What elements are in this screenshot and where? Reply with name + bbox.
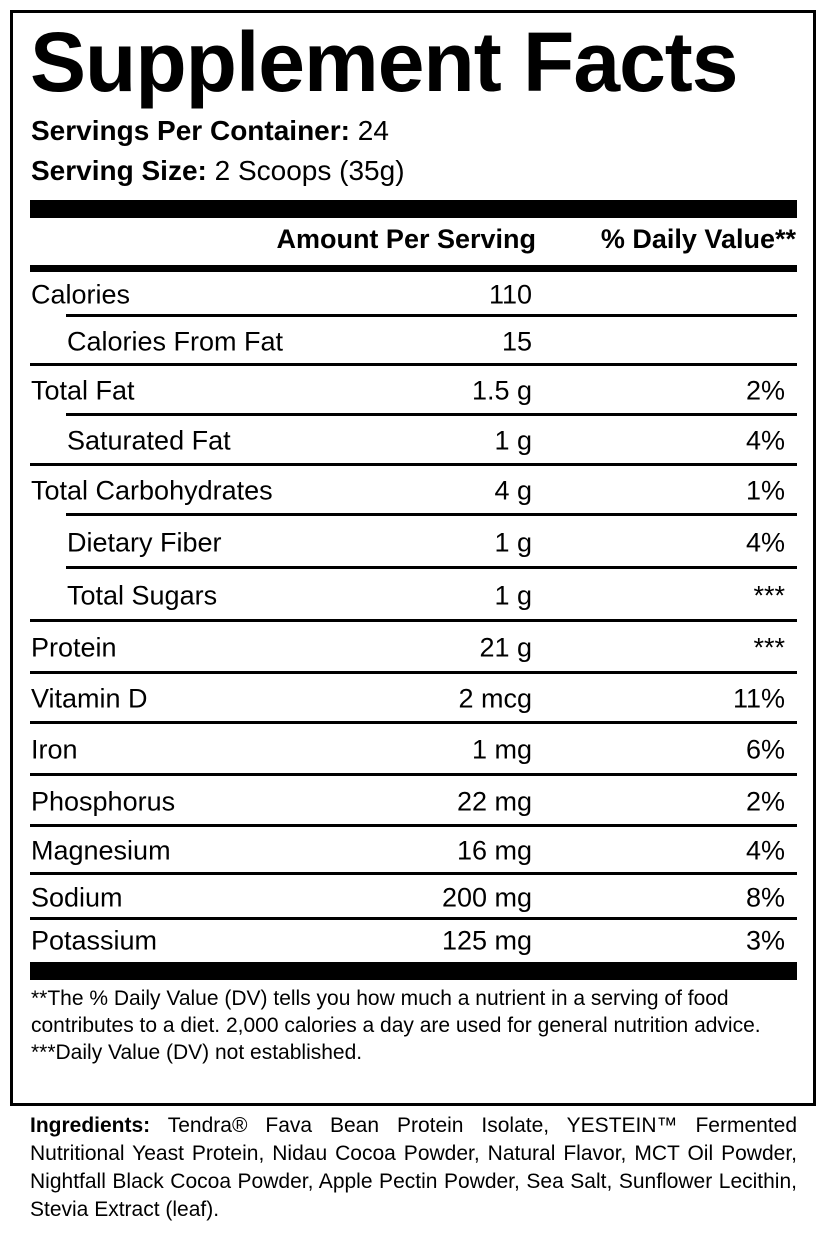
header-divider <box>30 265 797 272</box>
nutrient-amount: 200 mg <box>441 882 532 912</box>
row-divider <box>30 872 797 875</box>
nutrient-row: Magnesium 16 mg 4% <box>30 827 797 875</box>
nutrient-row: Calories 110 <box>30 272 797 317</box>
nutrient-row: Potassium 125 mg 3% <box>30 920 797 962</box>
nutrient-amount: 110 <box>488 279 532 309</box>
nutrient-daily-value: 4% <box>745 835 785 866</box>
row-divider <box>66 314 797 317</box>
nutrient-row: Saturated Fat 1 g 4% <box>30 416 797 466</box>
nutrient-daily-value: 1% <box>745 475 785 506</box>
nutrient-amount: 1 mg <box>471 734 532 765</box>
nutrient-name: Iron <box>31 734 78 765</box>
nutrient-daily-value: 6% <box>745 734 785 765</box>
footnotes: **The % Daily Value (DV) tells you how m… <box>31 985 801 1066</box>
row-divider <box>30 721 797 724</box>
nutrient-row: Total Sugars 1 g *** <box>30 569 797 622</box>
row-divider <box>30 824 797 827</box>
nutrient-name: Total Fat <box>31 375 135 406</box>
nutrient-row: Total Carbohydrates 4 g 1% <box>30 466 797 516</box>
row-divider <box>30 363 797 366</box>
panel-title: Supplement Facts <box>30 15 738 109</box>
nutrient-name: Phosphorus <box>31 786 176 816</box>
nutrient-name: Magnesium <box>31 835 171 866</box>
nutrient-amount: 15 <box>501 326 532 356</box>
nutrient-daily-value: 11% <box>732 683 785 714</box>
nutrient-amount: 2 mcg <box>458 683 532 714</box>
nutrient-amount: 21 g <box>479 632 532 663</box>
nutrient-daily-value: 8% <box>745 882 785 912</box>
nutrient-daily-value: 4% <box>745 425 785 456</box>
row-divider <box>30 917 797 920</box>
nutrient-name: Saturated Fat <box>67 425 231 456</box>
nutrient-amount: 1 g <box>494 527 532 557</box>
not-established-footnote: ***Daily Value (DV) not established. <box>31 1041 363 1064</box>
nutrient-row: Iron 1 mg 6% <box>30 724 797 776</box>
nutrient-daily-value: 2% <box>745 786 785 816</box>
serving-size: Serving Size: 2 Scoops (35g) <box>31 155 405 186</box>
row-divider <box>66 413 797 416</box>
ingredients: Ingredients: Tendra® Fava Bean Protein I… <box>30 1114 797 1221</box>
nutrient-row: Vitamin D 2 mcg 11% <box>30 674 797 724</box>
nutrient-row: Dietary Fiber 1 g 4% <box>30 516 797 569</box>
nutrient-name: Dietary Fiber <box>67 527 222 557</box>
nutrient-name: Sodium <box>31 882 123 912</box>
row-divider <box>66 566 797 569</box>
nutrient-row: Total Fat 1.5 g 2% <box>30 366 797 416</box>
nutrient-amount: 1 g <box>494 425 532 456</box>
nutrient-row: Protein 21 g *** <box>30 622 797 674</box>
nutrient-row: Sodium 200 mg 8% <box>30 875 797 920</box>
daily-value-header: % Daily Value** <box>600 224 796 254</box>
nutrient-name: Calories From Fat <box>67 326 284 356</box>
nutrient-daily-value: 3% <box>745 925 785 956</box>
nutrient-name: Total Sugars <box>67 580 218 610</box>
nutrient-amount: 125 mg <box>441 925 532 956</box>
nutrient-amount: 22 mg <box>456 786 532 816</box>
row-divider <box>30 773 797 776</box>
nutrient-table: Calories 110 Calories From Fat 15 Total Fat 1… <box>30 272 797 962</box>
nutrient-amount: 1 g <box>494 580 532 610</box>
nutrient-daily-value: 4% <box>745 527 785 557</box>
nutrient-daily-value: *** <box>753 580 785 610</box>
nutrient-name: Vitamin D <box>31 683 148 714</box>
nutrient-daily-value: 2% <box>745 375 785 406</box>
row-divider <box>30 463 797 466</box>
nutrient-daily-value: *** <box>753 632 785 663</box>
nutrient-name: Total Carbohydrates <box>31 475 273 506</box>
nutrient-name: Protein <box>31 632 117 663</box>
nutrient-amount: 1.5 g <box>471 375 532 406</box>
bottom-thick-divider <box>30 962 797 980</box>
dv-footnote: **The % Daily Value (DV) tells you how m… <box>31 987 761 1037</box>
row-divider <box>30 619 797 622</box>
nutrient-amount: 16 mg <box>456 835 532 866</box>
supplement-facts-panel <box>10 10 816 1106</box>
servings-per-container: Servings Per Container: 24 <box>31 115 389 146</box>
amount-per-serving-header: Amount Per Serving <box>276 224 536 254</box>
nutrient-amount: 4 g <box>494 475 532 506</box>
nutrient-name: Calories <box>31 279 131 309</box>
nutrient-row: Calories From Fat 15 <box>30 317 797 366</box>
row-divider <box>66 513 797 516</box>
thick-divider <box>30 200 797 218</box>
row-divider <box>30 671 797 674</box>
nutrient-row: Phosphorus 22 mg 2% <box>30 776 797 827</box>
nutrient-name: Potassium <box>31 925 158 956</box>
